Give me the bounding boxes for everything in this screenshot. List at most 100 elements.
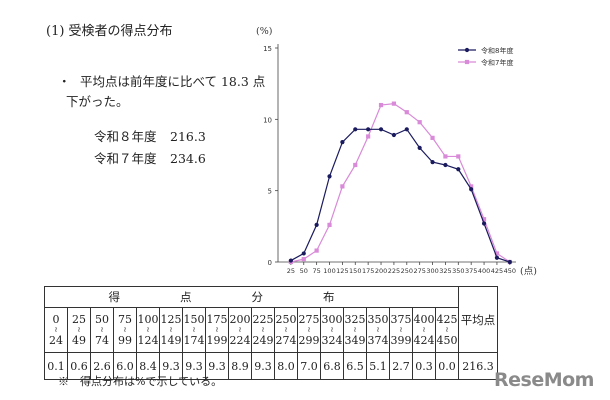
y-tick-label: 10	[263, 116, 272, 124]
value-cell: 8.4	[136, 352, 160, 380]
data-point-1	[456, 154, 461, 159]
value-cell: 0.0	[435, 352, 459, 380]
table-header-char: 分	[251, 290, 323, 304]
legend-marker-1	[464, 59, 470, 65]
range-cell: 25 ≀ 49	[67, 307, 91, 353]
data-point-1	[353, 162, 358, 168]
data-point-1	[314, 248, 319, 253]
range-end: 74	[95, 334, 109, 347]
range-start: 250	[275, 313, 297, 326]
range-start: 125	[160, 313, 182, 326]
data-point-0	[353, 127, 358, 132]
x-tick-label: 325	[439, 267, 451, 275]
data-point-0	[469, 187, 474, 192]
x-tick-label: 150	[349, 267, 361, 275]
value-row: 0.1 0.6 2.6 6.0 8.4 9.3 9.3 9.3 8.9 9.3 8.0 7.0 6.8 6…	[44, 352, 498, 380]
range-start: 100	[137, 313, 159, 326]
series-line-1	[290, 103, 511, 263]
range-cell: 250 ≀ 274	[274, 307, 298, 353]
data-point-1	[301, 257, 306, 262]
y-tick-label: 0	[268, 259, 272, 267]
x-axis-label: (点)	[520, 266, 537, 277]
range-cell: 75 ≀ 99	[113, 307, 137, 353]
range-start: 50	[95, 313, 109, 326]
range-start: 300	[321, 313, 343, 326]
value-cell: 6.8	[320, 352, 344, 380]
x-tick-label: 75	[312, 267, 320, 275]
data-point-0	[301, 251, 306, 256]
data-point-0	[443, 162, 448, 168]
average-header: 平均点	[458, 286, 498, 353]
range-end: 49	[72, 334, 86, 347]
value-cell: 2.6	[90, 352, 114, 380]
range-tilde: ≀	[77, 325, 81, 334]
range-end: 299	[298, 334, 320, 347]
average-label-r7: 令和７年度	[94, 151, 157, 166]
x-tick-label: 425	[491, 267, 503, 275]
x-tick-label: 100	[323, 267, 335, 275]
x-tick-label: 275	[413, 267, 425, 275]
data-point-1	[443, 154, 448, 159]
bullet-marker: ・	[58, 74, 71, 89]
range-end: 224	[229, 334, 251, 347]
range-end: 324	[321, 334, 343, 347]
range-start: 175	[206, 313, 228, 326]
range-end: 99	[118, 334, 132, 347]
range-tilde: ≀	[330, 325, 334, 334]
data-point-0	[456, 167, 461, 172]
range-tilde: ≀	[445, 325, 449, 334]
range-start: 200	[229, 313, 251, 326]
x-tick-label: 450	[504, 267, 516, 275]
range-cell: 100 ≀ 124	[136, 307, 160, 353]
range-start: 225	[252, 313, 274, 326]
range-cell: 0 ≀ 24	[44, 307, 68, 353]
range-cell: 175 ≀ 199	[205, 307, 229, 353]
legend-label-1: 令和7年度	[481, 58, 513, 67]
value-cell: 0.1	[44, 352, 68, 380]
range-cell: 50 ≀ 74	[90, 307, 114, 353]
distribution-table: 得点分布 平均点 0 ≀ 24 25 ≀ 49 50 ≀ 74 75 ≀ 99 100 ≀ 124 125 ≀ 1…	[44, 286, 498, 380]
data-point-0	[340, 140, 345, 145]
y-tick-label: 5	[268, 188, 272, 196]
range-cell: 300 ≀ 324	[320, 307, 344, 353]
data-point-0	[288, 258, 293, 263]
range-end: 349	[344, 334, 366, 347]
data-point-1	[494, 251, 500, 256]
summary-line-2: 下がった。	[66, 94, 129, 109]
data-point-0	[391, 132, 397, 138]
range-tilde: ≀	[192, 325, 196, 334]
value-cell: 5.1	[366, 352, 390, 380]
data-point-1	[481, 217, 487, 222]
summary-line-1: 平均点は前年度に比べて 18.3 点	[80, 74, 266, 89]
footnote: ※ 得点分布は%で示している。	[58, 375, 223, 388]
data-point-0	[366, 127, 371, 132]
range-tilde: ≀	[376, 325, 380, 334]
range-cell: 150 ≀ 174	[182, 307, 206, 353]
value-cell: 0.3	[412, 352, 436, 380]
range-end: 274	[275, 334, 297, 347]
table-header-char: 点	[180, 290, 252, 304]
range-end: 149	[160, 334, 182, 347]
range-end: 424	[413, 334, 435, 347]
range-start: 275	[298, 313, 320, 326]
range-tilde: ≀	[422, 325, 426, 334]
range-tilde: ≀	[215, 325, 219, 334]
x-tick-label: 125	[336, 267, 348, 275]
data-point-1	[404, 110, 409, 115]
x-tick-label: 25	[287, 267, 295, 275]
x-tick-label: 50	[300, 267, 308, 275]
data-point-0	[507, 259, 512, 265]
section-heading: (1) 受検者の得点分布	[46, 24, 173, 39]
range-start: 325	[344, 313, 366, 326]
range-tilde: ≀	[238, 325, 242, 334]
average-row-r7: 令和７年度 234.6	[94, 148, 206, 167]
range-end: 249	[252, 334, 274, 347]
range-tilde: ≀	[284, 325, 288, 334]
legend-label-0: 令和8年度	[481, 46, 513, 55]
data-point-1	[327, 222, 332, 228]
legend-marker-0	[464, 47, 470, 53]
data-point-1	[469, 184, 474, 189]
range-start: 350	[367, 313, 389, 326]
range-tilde: ≀	[307, 325, 311, 334]
x-tick-label: 200	[375, 267, 387, 275]
